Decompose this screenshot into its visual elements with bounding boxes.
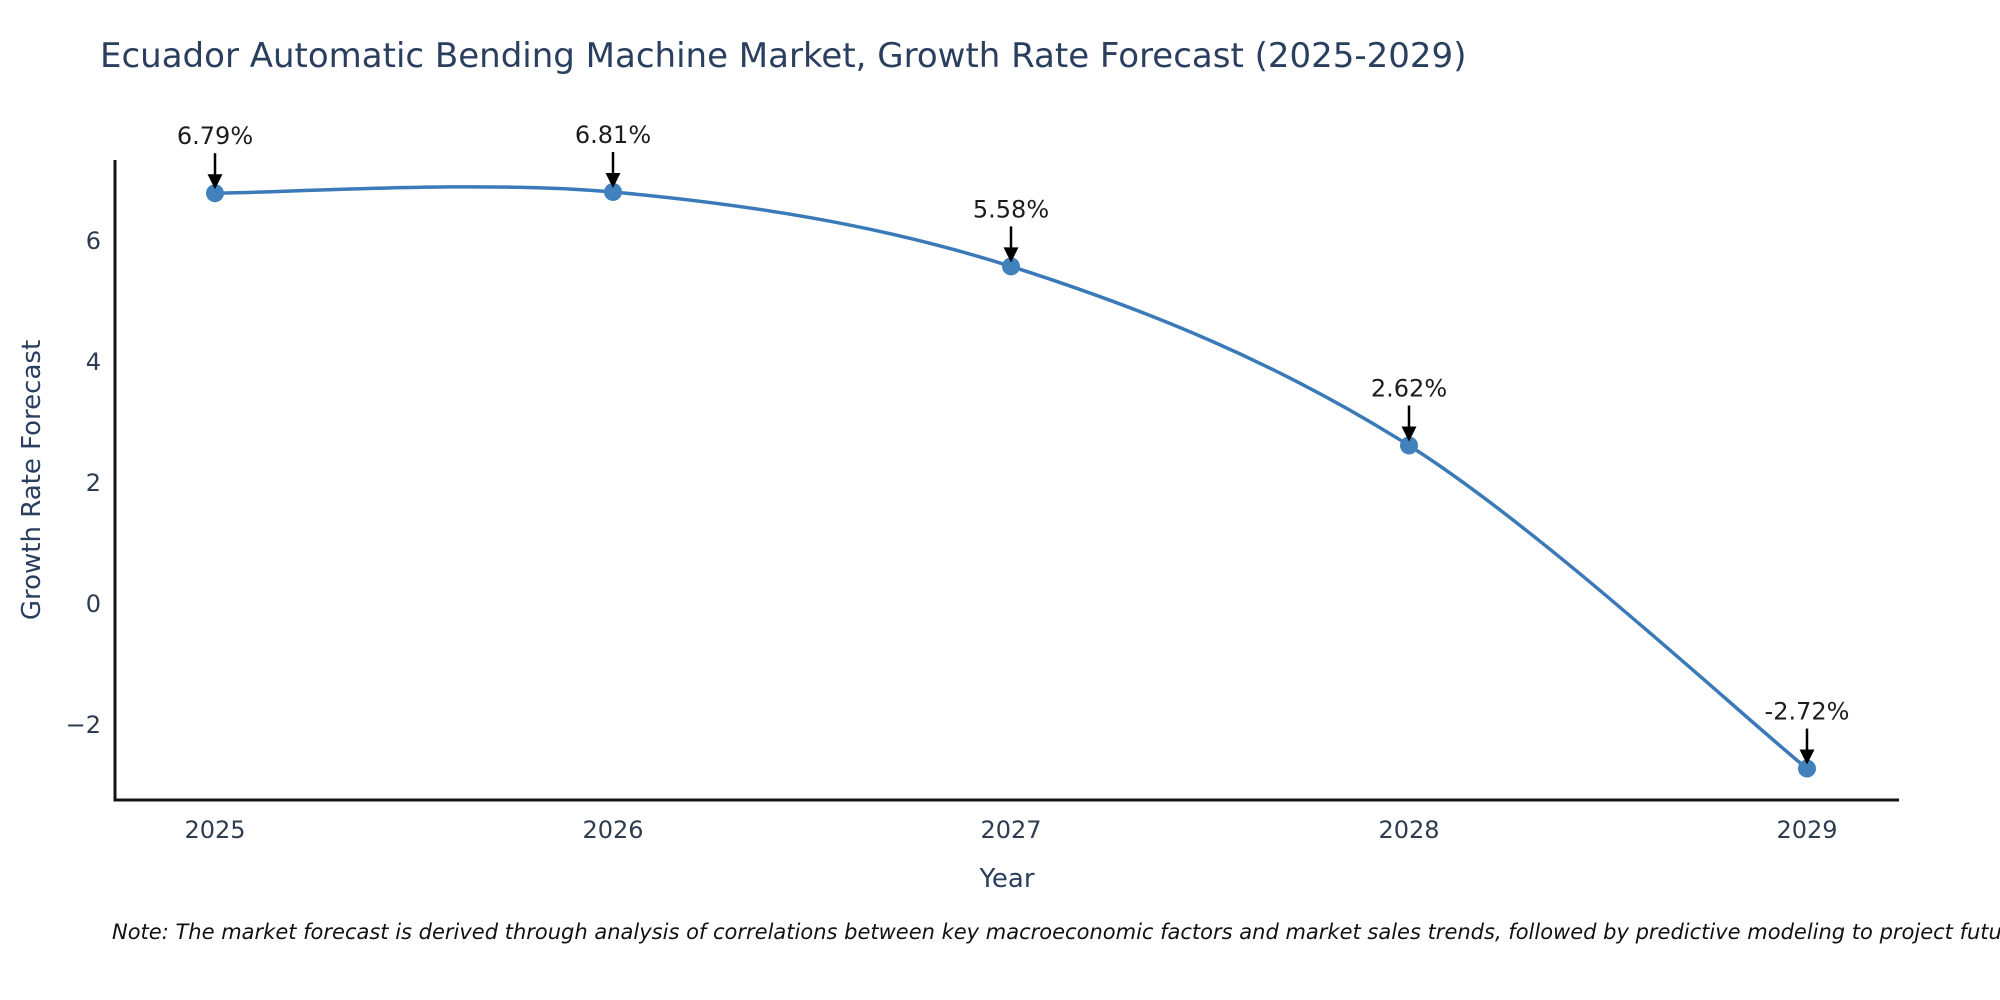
point-label: 6.79%	[177, 122, 253, 150]
data-point-2025[interactable]	[206, 184, 224, 203]
y-tick-label: 0	[86, 590, 101, 618]
x-tick-label: 2025	[184, 816, 245, 844]
axes-lines	[113, 160, 1899, 802]
point-label: -2.72%	[1765, 698, 1850, 726]
annotation-arrow-head	[207, 174, 223, 190]
data-point-2026[interactable]	[604, 182, 622, 201]
annotation-arrow-head	[605, 172, 621, 188]
point-label: 5.58%	[973, 195, 1049, 223]
data-point-2027[interactable]	[1002, 257, 1020, 276]
x-tick-label: 2026	[582, 816, 643, 844]
x-axis-title: Year	[978, 864, 1034, 894]
x-tick-label: 2027	[980, 816, 1041, 844]
y-tick-label: 2	[86, 469, 101, 497]
data-point-2029[interactable]	[1798, 759, 1816, 778]
x-tick-label: 2028	[1378, 816, 1439, 844]
y-tick-label: 4	[86, 348, 101, 376]
point-label: 6.81%	[575, 121, 651, 149]
y-tick-label: −2	[66, 711, 101, 739]
annotation-arrow-head	[1003, 247, 1019, 263]
chart-title: Ecuador Automatic Bending Machine Market…	[100, 36, 1467, 76]
annotation-arrow-head	[1799, 749, 1815, 765]
y-tick-label: 6	[86, 227, 101, 255]
footnote: Note: The market forecast is derived thr…	[112, 920, 2000, 944]
y-axis-title: Growth Rate Forecast	[17, 340, 47, 620]
x-tick-label: 2029	[1776, 816, 1837, 844]
plot-area: 6 4 2 0 −2 2025 2026 2027 2028 2029 6.79% 6.81% 5.58…	[66, 121, 1899, 844]
point-label: 2.62%	[1371, 374, 1447, 402]
data-point-2028[interactable]	[1400, 436, 1418, 455]
annotation-arrow-head	[1401, 426, 1417, 442]
trend-line	[213, 185, 1809, 771]
